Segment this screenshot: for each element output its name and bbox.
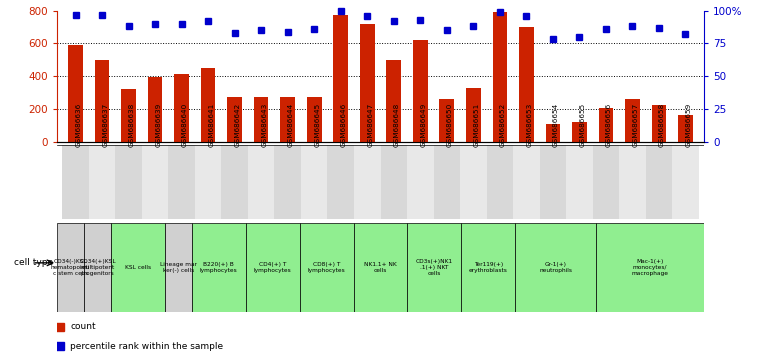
Text: GSM686652: GSM686652	[500, 103, 506, 147]
Text: GSM686650: GSM686650	[447, 103, 453, 147]
Bar	[174, 74, 189, 142]
Bar	[148, 77, 162, 142]
Bar	[678, 115, 693, 142]
Bar	[116, 145, 142, 219]
Bar	[280, 97, 295, 142]
Text: GSM686647: GSM686647	[368, 103, 373, 147]
Bar	[360, 24, 374, 142]
Bar	[165, 223, 192, 312]
Text: Gr-1(+)
neutrophils: Gr-1(+) neutrophils	[540, 262, 572, 273]
Bar	[492, 12, 507, 142]
Bar	[593, 145, 619, 219]
Text: GSM686659: GSM686659	[686, 103, 691, 147]
Bar	[254, 97, 269, 142]
Bar	[57, 223, 84, 312]
Text: GSM686649: GSM686649	[420, 103, 426, 147]
Bar	[519, 27, 533, 142]
Bar	[645, 145, 672, 219]
Text: GSM686639: GSM686639	[155, 103, 161, 147]
Bar	[354, 223, 407, 312]
Bar	[192, 223, 246, 312]
Bar	[461, 223, 515, 312]
Bar	[460, 145, 486, 219]
Bar	[572, 122, 587, 142]
Bar	[68, 45, 83, 142]
Bar	[672, 145, 699, 219]
Bar	[275, 145, 301, 219]
Bar	[440, 99, 454, 142]
Bar	[228, 97, 242, 142]
Bar	[168, 145, 195, 219]
Bar	[407, 223, 461, 312]
Bar	[195, 145, 221, 219]
Text: CD34(+)KSL
multipotent
progenitors: CD34(+)KSL multipotent progenitors	[79, 259, 116, 275]
Bar	[95, 60, 110, 142]
Bar	[515, 223, 596, 312]
Bar	[540, 145, 566, 219]
Bar	[62, 145, 89, 219]
Text: GSM686640: GSM686640	[182, 103, 188, 147]
Bar	[407, 145, 434, 219]
Bar	[221, 145, 248, 219]
Text: GSM686656: GSM686656	[606, 103, 612, 147]
Text: GSM686644: GSM686644	[288, 103, 294, 147]
Bar	[327, 145, 354, 219]
Bar	[301, 145, 327, 219]
Bar	[619, 145, 645, 219]
Bar	[434, 145, 460, 219]
Text: GSM686658: GSM686658	[659, 103, 665, 147]
Text: count: count	[70, 322, 96, 331]
Text: GSM686646: GSM686646	[341, 103, 347, 147]
Bar	[354, 145, 380, 219]
Bar	[599, 108, 613, 142]
Bar	[466, 87, 481, 142]
Text: CD4(+) T
lymphocytes: CD4(+) T lymphocytes	[254, 262, 291, 273]
Text: GSM686654: GSM686654	[552, 103, 559, 147]
Text: Ter119(+)
erythroblasts: Ter119(+) erythroblasts	[469, 262, 508, 273]
Bar	[513, 145, 540, 219]
Bar	[300, 223, 354, 312]
Bar	[625, 99, 640, 142]
Text: Mac-1(+)
monocytes/
macrophage: Mac-1(+) monocytes/ macrophage	[632, 259, 668, 275]
Bar	[84, 223, 111, 312]
Text: GSM686643: GSM686643	[261, 103, 267, 147]
Bar	[333, 15, 348, 142]
Bar	[566, 145, 593, 219]
Text: GSM686657: GSM686657	[632, 103, 638, 147]
Text: cell type: cell type	[14, 258, 53, 267]
Text: CD3s(+)NK1
.1(+) NKT
cells: CD3s(+)NK1 .1(+) NKT cells	[416, 259, 453, 275]
Bar	[387, 60, 401, 142]
Text: GSM686651: GSM686651	[473, 103, 479, 147]
Text: GSM686655: GSM686655	[579, 103, 585, 147]
Bar	[651, 105, 666, 142]
Bar	[142, 145, 168, 219]
Text: GSM686636: GSM686636	[75, 103, 81, 147]
Text: GSM686648: GSM686648	[393, 103, 400, 147]
Text: B220(+) B
lymphocytes: B220(+) B lymphocytes	[200, 262, 237, 273]
Text: GSM686645: GSM686645	[314, 103, 320, 147]
Text: GSM686641: GSM686641	[209, 103, 214, 147]
Bar	[596, 223, 704, 312]
Bar	[486, 145, 513, 219]
Bar	[246, 223, 300, 312]
Text: GSM686653: GSM686653	[527, 103, 532, 147]
Text: Lineage mar
ker(-) cells: Lineage mar ker(-) cells	[160, 262, 197, 273]
Text: CD8(+) T
lymphocytes: CD8(+) T lymphocytes	[307, 262, 345, 273]
Bar	[546, 124, 560, 142]
Bar	[248, 145, 275, 219]
Bar	[89, 145, 116, 219]
Bar	[307, 97, 321, 142]
Text: GSM686642: GSM686642	[234, 103, 240, 147]
Text: GSM686638: GSM686638	[129, 103, 135, 147]
Text: KSL cells: KSL cells	[125, 265, 151, 270]
Bar	[111, 223, 165, 312]
Text: percentile rank within the sample: percentile rank within the sample	[70, 342, 223, 351]
Bar	[201, 68, 215, 142]
Text: GSM686637: GSM686637	[102, 103, 108, 147]
Bar	[121, 89, 136, 142]
Bar	[380, 145, 407, 219]
Text: NK1.1+ NK
cells: NK1.1+ NK cells	[364, 262, 397, 273]
Bar	[413, 40, 428, 142]
Text: CD34(-)KSL
hematopoieti
c stem cells: CD34(-)KSL hematopoieti c stem cells	[51, 259, 90, 275]
